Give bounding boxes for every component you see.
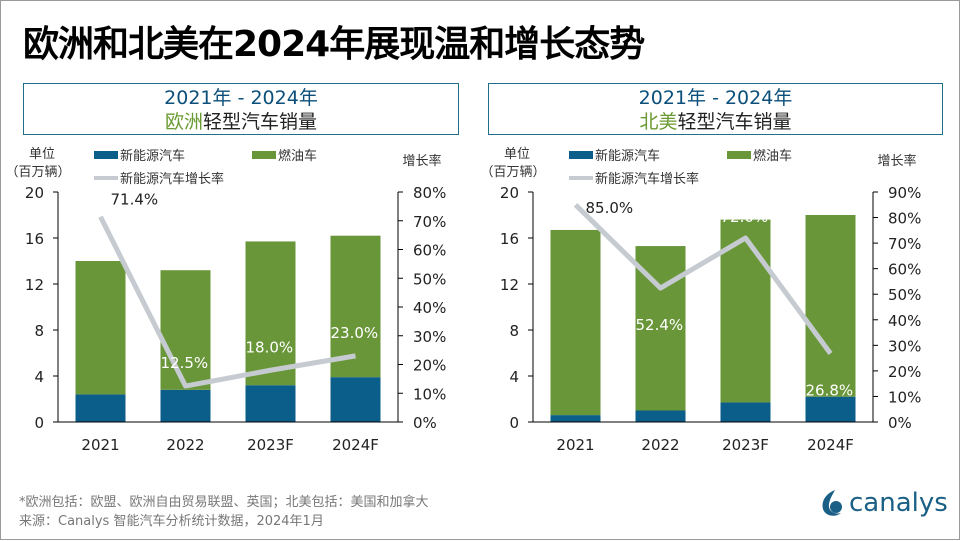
na-x-tick-label: 2023F <box>722 436 769 454</box>
europe-header-region: 欧洲 <box>164 111 203 133</box>
na-x-tick-label: 2022 <box>641 436 679 454</box>
na-y2-tick-label: 60% <box>888 261 921 279</box>
na-bar-nev-2023F <box>720 402 771 422</box>
europe-bar-nev-2024F <box>330 377 381 422</box>
na-y2-tick-label: 30% <box>888 337 921 355</box>
na-header-years: 2021年 - 2024年 <box>638 87 793 109</box>
europe-growth-label: 23.0% <box>331 324 379 342</box>
europe-y2-tick-label: 0% <box>413 414 437 432</box>
na-growth-label: 85.0% <box>586 199 634 217</box>
europe-legend-nev-swatch <box>94 151 118 159</box>
canalys-logo: canalys <box>819 488 948 518</box>
na-y2-axis-title: 增长率 <box>877 153 916 169</box>
na-y-axis-unit: （百万辆） <box>480 165 545 180</box>
na-chart-header: 2021年 - 2024年 北美轻型汽车销量 <box>488 83 943 135</box>
europe-y2-tick-label: 50% <box>413 270 446 288</box>
na-x-tick-label: 2024F <box>807 436 854 454</box>
europe-y2-axis-title: 增长率 <box>402 153 441 169</box>
europe-y2-tick-label: 30% <box>413 328 446 346</box>
na-bar-nev-2021 <box>550 415 601 422</box>
na-y-tick-label: 4 <box>509 368 519 386</box>
europe-growth-label: 71.4% <box>111 191 159 209</box>
na-y2-tick-label: 10% <box>888 388 921 406</box>
europe-y2-tick-label: 70% <box>413 213 446 231</box>
na-bar-nev-2022 <box>635 410 686 422</box>
europe-growth-label: 18.0% <box>246 338 294 356</box>
europe-legend-nev-label: 新能源汽车 <box>120 148 185 164</box>
na-y2-tick-label: 20% <box>888 363 921 381</box>
europe-y2-tick-label: 40% <box>413 299 446 317</box>
na-legend-ice-label: 燃油车 <box>753 148 792 164</box>
na-header-subject: 轻型汽车销量 <box>677 111 792 133</box>
europe-y-tick-label: 12 <box>25 276 44 294</box>
na-growth-label: 72.0% <box>721 208 769 226</box>
europe-bar-ice-2024F <box>330 235 381 378</box>
europe-y-tick-label: 4 <box>34 368 44 386</box>
europe-y-axis-unit: （百万辆） <box>5 165 70 180</box>
logo-text: canalys <box>849 488 948 518</box>
europe-y2-tick-label: 10% <box>413 385 446 403</box>
europe-x-tick-label: 2021 <box>81 436 119 454</box>
na-y2-tick-label: 90% <box>888 184 921 202</box>
europe-header-subject: 轻型汽车销量 <box>203 111 318 133</box>
europe-y-tick-label: 0 <box>34 414 44 432</box>
europe-bar-ice-2021 <box>75 261 126 395</box>
europe-y2-tick-label: 80% <box>413 184 446 202</box>
europe-legend-ice-swatch <box>252 151 276 159</box>
na-y2-tick-label: 40% <box>888 312 921 330</box>
europe-bar-nev-2022 <box>160 389 211 422</box>
europe-y-tick-label: 20 <box>25 184 44 202</box>
na-legend-ice-swatch <box>727 151 751 159</box>
na-y-tick-label: 12 <box>500 276 519 294</box>
na-growth-label: 26.8% <box>806 382 854 400</box>
na-legend-nev-swatch <box>569 151 593 159</box>
na-header-region: 北美 <box>639 111 678 133</box>
footer: *欧洲包括：欧盟、欧洲自由贸易联盟、英国；北美包括：美国和加拿大 来源：Cana… <box>19 493 429 531</box>
europe-x-tick-label: 2024F <box>332 436 379 454</box>
europe-growth-label: 12.5% <box>161 354 209 372</box>
europe-header-years: 2021年 - 2024年 <box>164 87 318 109</box>
europe-growth-line <box>98 215 356 389</box>
na-bar-nev-2024F <box>805 396 856 422</box>
na-legend-growth-label: 新能源汽车增长率 <box>595 171 699 187</box>
na-bar-ice-2024F <box>805 215 856 397</box>
europe-bar-ice-2022 <box>160 270 211 390</box>
europe-y2-tick-label: 20% <box>413 357 446 375</box>
na-y2-tick-label: 0% <box>888 414 912 432</box>
europe-legend-ice-label: 燃油车 <box>278 148 317 164</box>
na-x-tick-label: 2021 <box>556 436 594 454</box>
europe-bar-nev-2021 <box>75 394 126 422</box>
europe-x-tick-label: 2023F <box>247 436 294 454</box>
na-y-tick-label: 16 <box>500 230 519 248</box>
canalys-logo-icon <box>822 490 842 516</box>
europe-bar-ice-2023F <box>245 241 296 386</box>
europe-y2-tick-label: 60% <box>413 242 446 260</box>
europe-bar-nev-2023F <box>245 385 296 422</box>
europe-y-tick-label: 16 <box>25 230 44 248</box>
na-legend-nev-label: 新能源汽车 <box>595 148 660 164</box>
na-y2-tick-label: 70% <box>888 235 921 253</box>
na-growth-line <box>573 202 833 355</box>
europe-x-tick-label: 2022 <box>166 436 204 454</box>
europe-legend-growth-label: 新能源汽车增长率 <box>120 171 224 187</box>
europe-y-tick-label: 8 <box>34 322 44 340</box>
europe-chart-header: 2021年 - 2024年 欧洲轻型汽车销量 <box>23 83 459 135</box>
europe-y-axis-title: 单位 <box>29 147 55 162</box>
na-bar-ice-2021 <box>550 229 601 416</box>
na-growth-label: 52.4% <box>636 316 684 334</box>
na-y-axis-title: 单位 <box>504 147 530 162</box>
na-y-tick-label: 0 <box>509 414 519 432</box>
na-y2-tick-label: 50% <box>888 286 921 304</box>
na-y-tick-label: 8 <box>509 322 519 340</box>
footer-note: *欧洲包括：欧盟、欧洲自由贸易联盟、英国；北美包括：美国和加拿大 <box>19 495 429 510</box>
footer-source: 来源：Canalys 智能汽车分析统计数据，2024年1月 <box>19 514 324 529</box>
na-y-tick-label: 20 <box>500 184 519 202</box>
page-title: 欧洲和北美在2024年展现温和增长态势 <box>23 24 645 65</box>
na-y2-tick-label: 80% <box>888 210 921 228</box>
